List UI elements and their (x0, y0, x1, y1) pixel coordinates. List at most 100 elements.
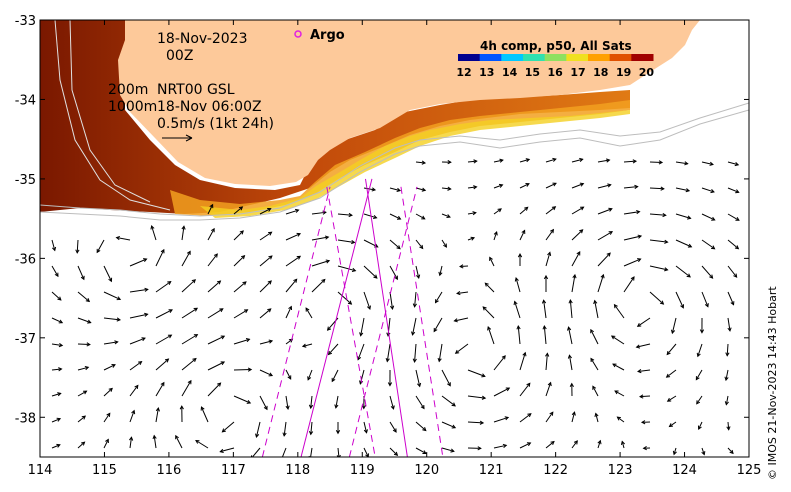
current-arrow (385, 343, 391, 363)
current-arrow (363, 213, 378, 220)
current-arrow (614, 390, 625, 397)
argo-label: Argo (310, 28, 345, 43)
x-tick-label: 114 (28, 463, 53, 478)
current-arrow (493, 443, 508, 449)
current-arrow (545, 182, 557, 189)
current-arrow (541, 299, 547, 319)
current-arrow (467, 159, 478, 164)
current-arrow (590, 357, 599, 371)
x-tick-label: 117 (221, 463, 246, 478)
current-arrow (96, 239, 105, 254)
current-arrow (675, 239, 693, 248)
current-arrow (282, 421, 287, 437)
contour-inshore (54, 20, 171, 211)
current-arrow (259, 369, 274, 377)
current-arrow (103, 317, 122, 322)
current-arrow (285, 255, 302, 267)
current-arrow (285, 305, 293, 319)
current-arrow (724, 395, 729, 406)
current-arrow (77, 415, 87, 423)
current-arrow (514, 277, 521, 293)
current-arrow (571, 273, 577, 293)
current-arrow (415, 421, 427, 432)
current-arrow (77, 365, 90, 371)
argo-marker-icon (294, 30, 302, 38)
current-arrow (51, 443, 61, 449)
current-arrow (181, 307, 199, 319)
current-arrow (701, 291, 709, 308)
current-arrow (259, 231, 273, 241)
current-arrow (597, 158, 611, 163)
current-arrow (433, 317, 443, 333)
current-arrow (727, 213, 740, 221)
current-arrow (519, 382, 531, 397)
current-arrow (467, 395, 487, 400)
current-arrow (613, 303, 625, 319)
current-arrow (571, 411, 576, 423)
current-arrow (699, 317, 705, 334)
current-arrow (115, 235, 131, 241)
current-arrow (51, 291, 62, 301)
current-arrow (129, 312, 149, 319)
current-arrow (519, 158, 531, 163)
current-arrow (571, 182, 585, 189)
current-arrow (311, 259, 331, 267)
current-arrow (259, 339, 274, 345)
current-arrow (259, 207, 272, 215)
current-arrow (441, 160, 452, 165)
current-arrow (51, 367, 63, 372)
current-arrow (363, 421, 368, 434)
colorbar-tick-label: 16 (548, 66, 564, 79)
current-arrow (727, 317, 732, 332)
current-arrow (51, 239, 57, 252)
current-arrow (233, 255, 246, 267)
current-arrow (337, 291, 353, 305)
satellite-tracks (261, 178, 444, 457)
current-arrow (701, 239, 716, 250)
current-arrow (359, 317, 365, 337)
current-arrow (623, 276, 635, 293)
current-arrow (308, 421, 314, 436)
current-arrow (519, 206, 529, 215)
current-arrow (666, 395, 677, 402)
current-arrow (207, 203, 214, 215)
colorbar-swatch (501, 54, 524, 61)
current-arrow (649, 212, 667, 218)
current-arrow (129, 337, 146, 345)
current-arrow (571, 157, 584, 163)
current-arrow (103, 340, 119, 345)
current-arrow (665, 369, 677, 378)
current-arrow (233, 338, 251, 345)
current-arrow (103, 291, 122, 301)
current-arrow (129, 384, 139, 397)
current-arrow (308, 395, 314, 410)
current-arrow (331, 369, 339, 383)
current-arrow (285, 395, 290, 411)
scale-label: 0.5m/s (1kt 24h) (157, 116, 274, 132)
y-axis: -33 -34 -35 -36 -37 -38 (15, 14, 749, 426)
current-arrow (181, 279, 197, 293)
current-arrow (219, 447, 235, 453)
current-arrow (597, 207, 613, 215)
current-arrow (155, 334, 173, 345)
current-arrow (77, 265, 85, 281)
current-arrow (175, 434, 183, 449)
current-arrow (727, 447, 734, 455)
x-tick-label: 125 (737, 463, 762, 478)
current-arrow (701, 213, 716, 221)
current-arrow (701, 447, 706, 456)
current-arrow (519, 351, 527, 371)
current-arrow (453, 317, 469, 323)
current-arrow (207, 361, 226, 371)
current-arrow (623, 258, 642, 267)
current-arrow (467, 420, 485, 425)
current-arrow (51, 317, 64, 324)
satellite-track-dashed (348, 186, 418, 457)
current-arrow (411, 317, 417, 336)
current-arrow (597, 273, 605, 293)
current-arrow (337, 265, 357, 273)
current-arrow (233, 367, 253, 372)
colorbar (458, 54, 654, 61)
current-arrow (415, 239, 424, 250)
current-arrow (305, 307, 313, 319)
